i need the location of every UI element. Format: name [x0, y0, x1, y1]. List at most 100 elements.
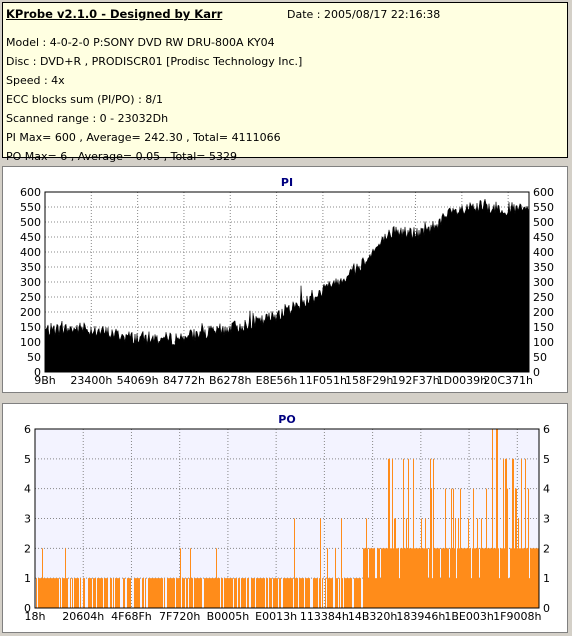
- po-bar: [309, 578, 310, 608]
- po-bar: [115, 578, 116, 608]
- po-bar: [533, 548, 534, 608]
- po-bar: [471, 578, 472, 608]
- po-bar: [160, 578, 161, 608]
- po-bar: [371, 548, 372, 608]
- po-xtick-label: 113384h: [300, 610, 349, 623]
- pi-ytick-left: 600: [20, 186, 41, 199]
- po-bar: [501, 548, 502, 608]
- po-xtick-label: 1F9008h: [493, 610, 541, 623]
- po-bar: [474, 548, 475, 608]
- po-bar: [53, 578, 54, 608]
- po-bar: [182, 578, 183, 608]
- po-ytick-left: 3: [24, 513, 31, 526]
- po-bar: [394, 518, 395, 608]
- po-bar: [419, 548, 420, 608]
- po-bar: [479, 578, 480, 608]
- po-bar: [296, 578, 297, 608]
- po-chart-title: PO: [278, 413, 295, 426]
- po-bar: [512, 458, 513, 608]
- po-bar: [48, 578, 49, 608]
- po-bar: [45, 578, 46, 608]
- po-bar: [395, 518, 396, 608]
- po-bar: [345, 578, 346, 608]
- po-xtick-label: 18h: [25, 610, 46, 623]
- po-bar: [155, 578, 156, 608]
- po-bar: [43, 578, 44, 608]
- po-bar: [450, 548, 451, 608]
- po-bar: [260, 578, 261, 608]
- po-bar: [189, 578, 190, 608]
- po-bar: [159, 578, 160, 608]
- po-bar: [106, 578, 107, 608]
- po-bar: [275, 578, 276, 608]
- po-bar: [192, 578, 193, 608]
- po-bar: [180, 548, 181, 608]
- po-bar: [329, 578, 330, 608]
- po-bar: [93, 578, 94, 608]
- po-bar: [448, 548, 449, 608]
- po-bar: [267, 578, 268, 608]
- po-bar: [387, 548, 388, 608]
- po-bar: [380, 578, 381, 608]
- pi-ytick-left: 450: [20, 231, 41, 244]
- po-bar: [517, 548, 518, 608]
- po-bar: [70, 578, 71, 608]
- po-bar: [51, 578, 52, 608]
- po-bar: [315, 578, 316, 608]
- po-bar: [232, 578, 233, 608]
- model-line: Model : 4-0-2-0 P:SONY DVD RW DRU-800A K…: [6, 36, 275, 49]
- po-bar: [461, 548, 462, 608]
- po-bar: [377, 548, 378, 608]
- po-bar: [274, 578, 275, 608]
- po-bar: [256, 578, 257, 608]
- po-bar: [221, 578, 222, 608]
- pi-ytick-right: 50: [533, 351, 547, 364]
- po-bar: [418, 548, 419, 608]
- po-plot-border: [34, 428, 540, 609]
- po-bar: [124, 578, 125, 608]
- po-bar: [239, 578, 240, 608]
- po-bar: [383, 548, 384, 608]
- po-bar: [80, 578, 81, 608]
- po-bar: [428, 578, 429, 608]
- po-bar: [527, 548, 528, 608]
- po-bar: [219, 578, 220, 608]
- po-bar: [391, 548, 392, 608]
- po-bar: [354, 578, 355, 608]
- po-bar: [247, 578, 248, 608]
- po-bar: [110, 578, 111, 608]
- po-bar: [341, 518, 342, 608]
- po-bar: [521, 458, 522, 608]
- po-bar: [402, 548, 403, 608]
- po-bar: [445, 488, 446, 608]
- pi-xtick-label: B6278h: [209, 374, 252, 387]
- po-bar: [358, 578, 359, 608]
- range-line: Scanned range : 0 - 23032Dh: [6, 112, 169, 125]
- po-bar: [473, 488, 474, 608]
- po-bar: [401, 548, 402, 608]
- po-bar: [432, 578, 433, 608]
- po-summary-line: PO Max= 6 , Average= 0.05 , Total= 5329: [6, 150, 237, 163]
- po-bar: [235, 578, 236, 608]
- po-bar: [111, 578, 112, 608]
- po-bar: [509, 578, 510, 608]
- po-bar: [184, 578, 185, 608]
- pi-error-area: [44, 198, 530, 373]
- po-bar: [486, 488, 487, 608]
- po-bar: [218, 578, 219, 608]
- po-bar: [531, 548, 532, 608]
- pi-ytick-left: 550: [20, 201, 41, 214]
- po-bar: [83, 578, 84, 608]
- po-bar: [229, 578, 230, 608]
- po-bar: [356, 578, 357, 608]
- po-xtick-label: 7F720h: [159, 610, 200, 623]
- po-bar: [213, 578, 214, 608]
- po-bar: [410, 548, 411, 608]
- pi-summary-line: PI Max= 600 , Average= 242.30 , Total= 4…: [6, 131, 281, 144]
- po-bar: [504, 548, 505, 608]
- po-bar: [463, 548, 464, 608]
- po-bar: [143, 578, 144, 608]
- po-bar: [477, 518, 478, 608]
- po-bar: [117, 578, 118, 608]
- po-bar: [224, 578, 225, 608]
